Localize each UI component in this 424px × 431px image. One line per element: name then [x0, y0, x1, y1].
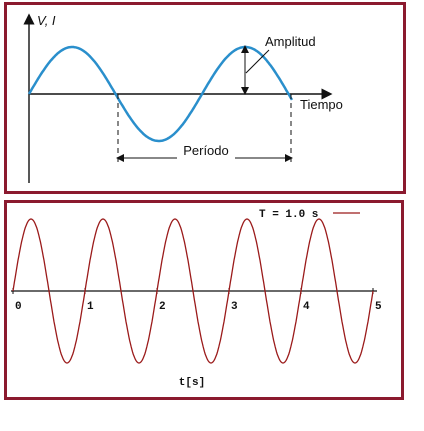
- y-axis-label: V, I: [37, 13, 56, 28]
- period-label: Período: [183, 143, 229, 158]
- series-line: [12, 218, 374, 364]
- x-ticks: 0 1 2 3 4 5: [12, 288, 382, 313]
- x-tick-label: 4: [303, 301, 310, 313]
- x-tick-label: 3: [231, 301, 238, 313]
- amplitude-leader: [245, 49, 270, 74]
- period-chart: 0 1 2 3 4 5 T = 1.0 s t[s]: [11, 209, 382, 389]
- bottom-chart-panel: 0 1 2 3 4 5 T = 1.0 s t[s]: [4, 200, 404, 400]
- x-tick-label: 2: [159, 301, 166, 313]
- sine-diagram: V, I Tiempo Período Amplitud: [23, 13, 343, 183]
- x-axis-label: t[s]: [179, 377, 205, 389]
- top-chart-panel: V, I Tiempo Período Amplitud: [4, 2, 406, 194]
- x-tick-label: 0: [15, 301, 22, 313]
- legend-label: T = 1.0 s: [259, 209, 318, 221]
- x-tick-label: 1: [87, 301, 94, 313]
- x-axis-label: Tiempo: [300, 97, 343, 112]
- x-tick-label: 5: [375, 301, 382, 313]
- amplitude-label: Amplitud: [265, 34, 316, 49]
